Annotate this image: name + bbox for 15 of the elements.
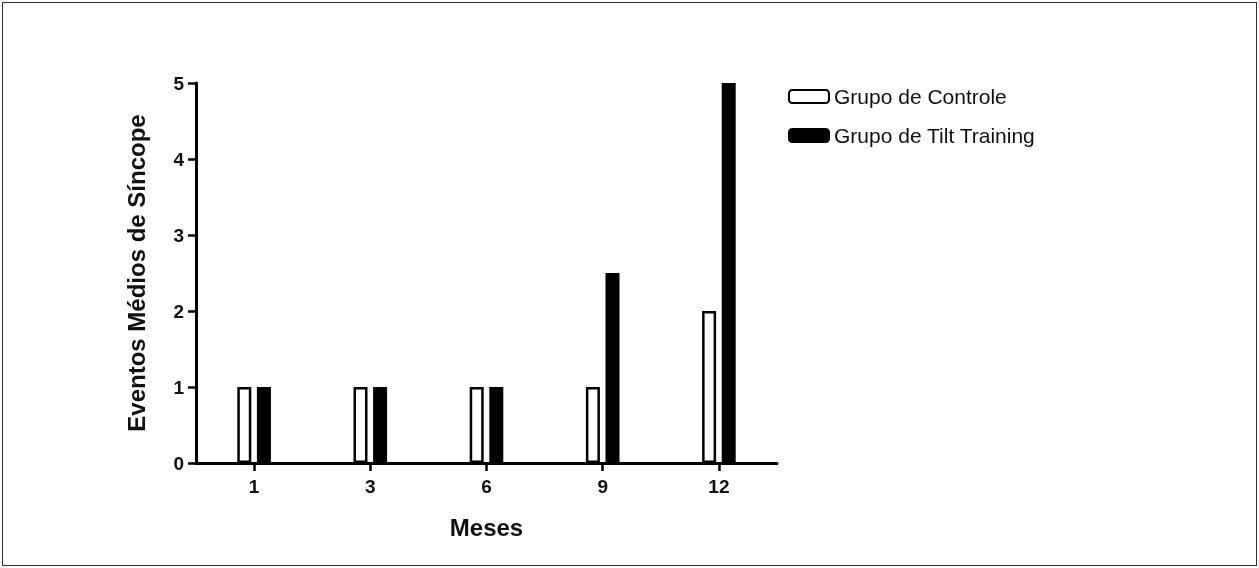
y-tick-label: 3 xyxy=(173,224,184,246)
x-axis-title: Meses xyxy=(449,513,524,541)
x-tick-label: 9 xyxy=(597,476,608,497)
x-tick-label: 6 xyxy=(481,476,492,497)
y-tick-label: 5 xyxy=(173,72,185,94)
y-tick-label: 2 xyxy=(173,300,184,322)
x-tick-label: 1 xyxy=(248,476,260,497)
y-tick-label: 1 xyxy=(173,376,185,398)
y-axis-title: Eventos Médios de Síncope xyxy=(122,114,150,432)
x-tick-label: 12 xyxy=(708,476,730,497)
legend-label: Grupo de Tilt Training xyxy=(834,124,1035,147)
legend-label: Grupo de Controle xyxy=(834,85,1007,108)
y-tick-label: 4 xyxy=(173,148,185,170)
y-tick-label: 0 xyxy=(173,452,184,474)
x-tick-label: 3 xyxy=(365,476,376,497)
